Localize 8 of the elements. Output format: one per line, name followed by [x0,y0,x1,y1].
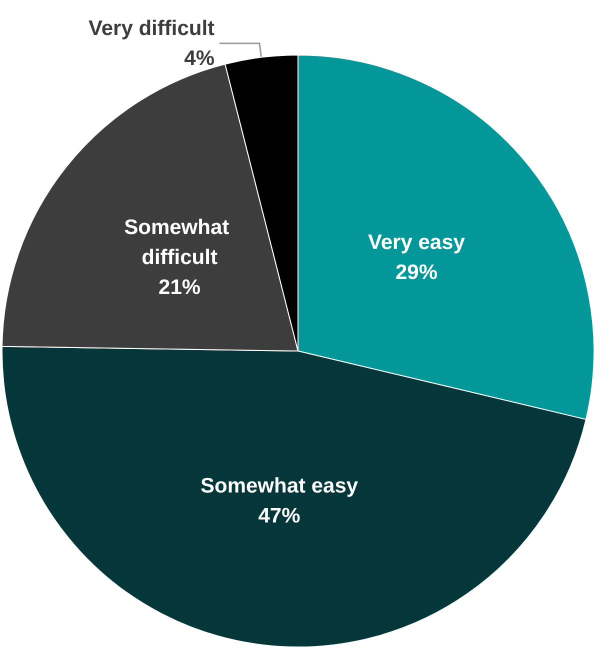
slice-label: Very difficult [88,16,215,40]
slice-label: Very easy [368,230,466,254]
data-label: 29% [395,260,438,284]
slice-label: Somewhat difficult [124,216,235,269]
data-label: 21% [158,276,201,299]
slice-label: Somewhat easy [200,474,358,498]
data-label: 4% [184,46,215,70]
data-label: 47% [258,504,301,528]
